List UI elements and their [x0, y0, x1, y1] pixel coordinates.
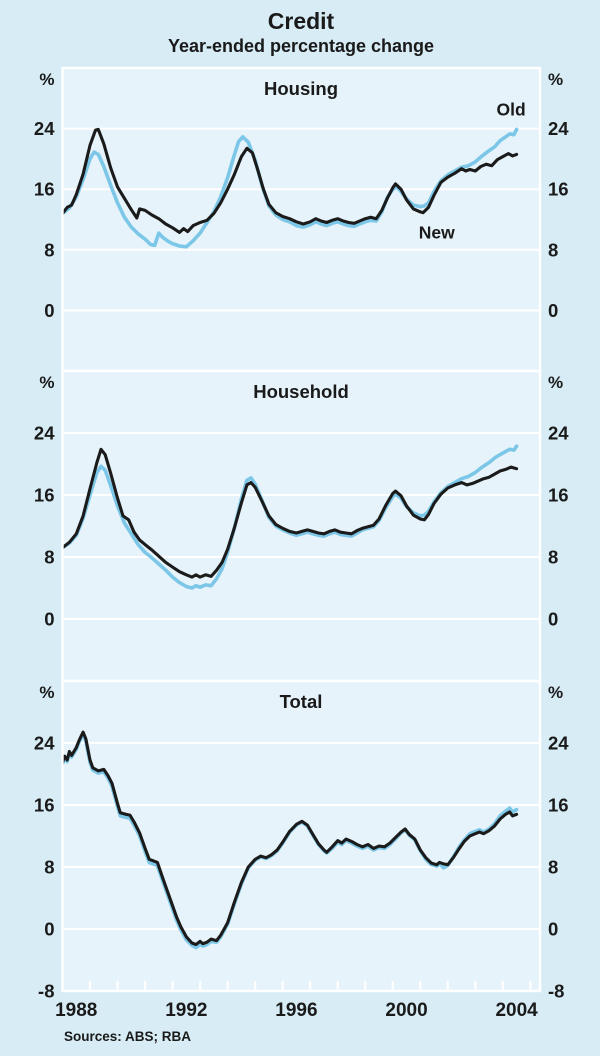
y-tick-label-right-household-24: 24: [548, 423, 569, 444]
panel-total-frame: [61, 679, 542, 993]
panel-housing: Housing% % 24 24 16 16 8 8 0 0 Old New: [34, 66, 569, 373]
y-tick-label-right-household-16: 16: [548, 485, 569, 506]
y-tick-label-left-household-16: 16: [34, 485, 55, 506]
source-note: Sources: ABS; RBA: [64, 1029, 192, 1044]
x-tick-label-2004: 2004: [495, 1000, 538, 1021]
chart-header: Credit Year-ended percentage change: [0, 8, 600, 57]
y-tick-label-left-household-0: 0: [44, 609, 54, 630]
y-tick-label-right-total-8: 8: [548, 857, 558, 878]
y-tick-label-right-housing-8: 8: [548, 239, 558, 260]
y-axis-unit-left-household: %: [39, 373, 54, 392]
chart-subtitle: Year-ended percentage change: [167, 36, 435, 56]
y-axis-unit-right-housing: %: [548, 70, 563, 89]
y-tick-label-left-housing-0: 0: [44, 300, 54, 321]
series-total-new-line: [62, 730, 519, 947]
y-tick-label-left-total-0: 0: [44, 919, 54, 940]
series-label-new: New: [419, 222, 455, 242]
series-housing-new-line: [62, 127, 519, 234]
y-tick-label-left-total--8: -8: [38, 981, 54, 1002]
y-tick-label-right-total-16: 16: [548, 795, 569, 816]
panel-total-title: Total: [280, 691, 323, 712]
y-axis-unit-right-total: %: [548, 683, 563, 702]
y-tick-label-right-total--8: -8: [548, 981, 564, 1002]
x-tick-label-1996: 1996: [275, 1000, 317, 1021]
y-tick-label-left-housing-8: 8: [44, 239, 54, 260]
series-label-old: Old: [497, 100, 526, 120]
panel-household: Household% % 24 24 16 16 8 8 0 0: [34, 369, 569, 683]
y-tick-label-right-total-0: 0: [548, 919, 558, 940]
y-tick-label-left-housing-16: 16: [34, 179, 55, 200]
y-tick-label-right-total-24: 24: [548, 733, 569, 754]
y-tick-label-left-total-8: 8: [44, 857, 54, 878]
y-tick-label-right-housing-16: 16: [548, 179, 569, 200]
y-tick-label-left-household-8: 8: [44, 547, 54, 568]
y-tick-label-right-housing-24: 24: [548, 118, 569, 139]
y-axis-unit-left-total: %: [39, 683, 54, 702]
y-tick-label-left-total-16: 16: [34, 795, 55, 816]
panel-household-plot-area: [62, 371, 540, 681]
panel-household-title: Household: [253, 381, 349, 402]
y-tick-label-left-household-24: 24: [34, 423, 55, 444]
y-tick-label-right-housing-0: 0: [548, 300, 558, 321]
y-tick-label-left-total-24: 24: [34, 733, 55, 754]
y-axis-unit-left-housing: %: [39, 70, 54, 89]
y-tick-label-right-household-0: 0: [548, 609, 558, 630]
x-tick-label-1988: 1988: [55, 1000, 97, 1021]
panel-housing-title: Housing: [264, 78, 338, 99]
x-tick-label-2000: 2000: [385, 1000, 427, 1021]
x-tick-label-1992: 1992: [165, 1000, 207, 1021]
series-household-new-line: [62, 447, 519, 579]
chart-title: Credit: [267, 8, 335, 34]
panel-total: Total% % 24 24 16 16 8 8 0 0 -8 -8: [34, 679, 569, 1002]
y-axis-unit-right-household: %: [548, 373, 563, 392]
panel-housing-plot-area: [62, 68, 540, 371]
y-tick-label-right-household-8: 8: [548, 547, 558, 568]
y-tick-label-left-housing-24: 24: [34, 118, 55, 139]
